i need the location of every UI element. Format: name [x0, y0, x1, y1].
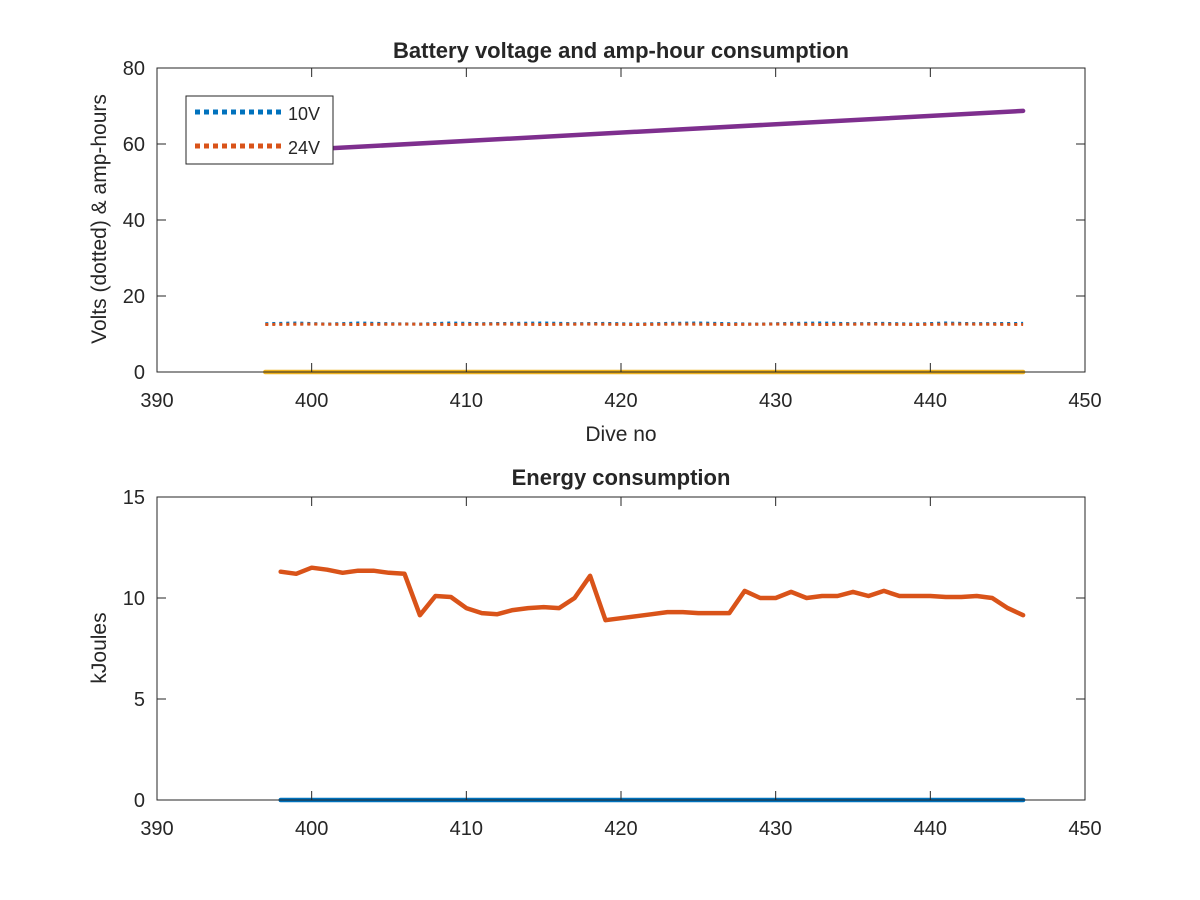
y-tick-label: 60 — [123, 134, 145, 156]
x-tick-label: 430 — [759, 390, 792, 412]
y-axis-label: Volts (dotted) & amp-hours — [88, 94, 111, 344]
legend-label-10v: 10V — [288, 104, 320, 124]
axis-ticks: 390 400 410 420 430 440 450 0 5 10 15 — [123, 487, 1102, 840]
energy-consumption-panel: Energy consumption 390 400 410 420 430 440 450… — [88, 465, 1102, 840]
y-tick-label: 0 — [134, 790, 145, 812]
x-tick-label: 430 — [759, 818, 792, 840]
x-tick-label: 400 — [295, 390, 328, 412]
y-tick-label: 80 — [123, 58, 145, 80]
x-axis-label: Dive no — [585, 423, 656, 446]
x-tick-label: 390 — [140, 390, 173, 412]
x-tick-label: 420 — [604, 390, 637, 412]
x-tick-label: 450 — [1068, 390, 1101, 412]
axes-frame — [156, 496, 1086, 801]
series-line-2 — [278, 565, 1026, 623]
y-tick-label: 0 — [134, 362, 145, 384]
x-tick-label: 440 — [914, 390, 947, 412]
x-tick-label: 410 — [450, 390, 483, 412]
chart-title: Energy consumption — [512, 465, 731, 490]
y-tick-label: 15 — [123, 487, 145, 509]
legend-box — [185, 95, 334, 165]
axis-ticks: 390 400 410 420 430 440 450 0 20 40 60 80 — [123, 58, 1102, 412]
x-tick-label: 440 — [914, 818, 947, 840]
x-tick-label: 400 — [295, 818, 328, 840]
x-tick-label: 450 — [1068, 818, 1101, 840]
y-tick-label: 40 — [123, 210, 145, 232]
x-tick-label: 410 — [450, 818, 483, 840]
battery-voltage-panel: Battery voltage and amp-hour consumption… — [88, 38, 1102, 446]
y-axis-label: kJoules — [88, 612, 111, 683]
series-line-4 — [309, 108, 1026, 152]
legend-label-24v: 24V — [288, 138, 320, 158]
x-tick-label: 390 — [140, 818, 173, 840]
plot-area — [263, 108, 1026, 375]
x-tick-label: 420 — [604, 818, 637, 840]
plot-area — [278, 565, 1026, 803]
y-tick-label: 10 — [123, 588, 145, 610]
chart-title: Battery voltage and amp-hour consumption — [393, 38, 849, 63]
y-tick-label: 20 — [123, 286, 145, 308]
legend: 10V 24V — [185, 95, 334, 165]
y-tick-label: 5 — [134, 689, 145, 711]
